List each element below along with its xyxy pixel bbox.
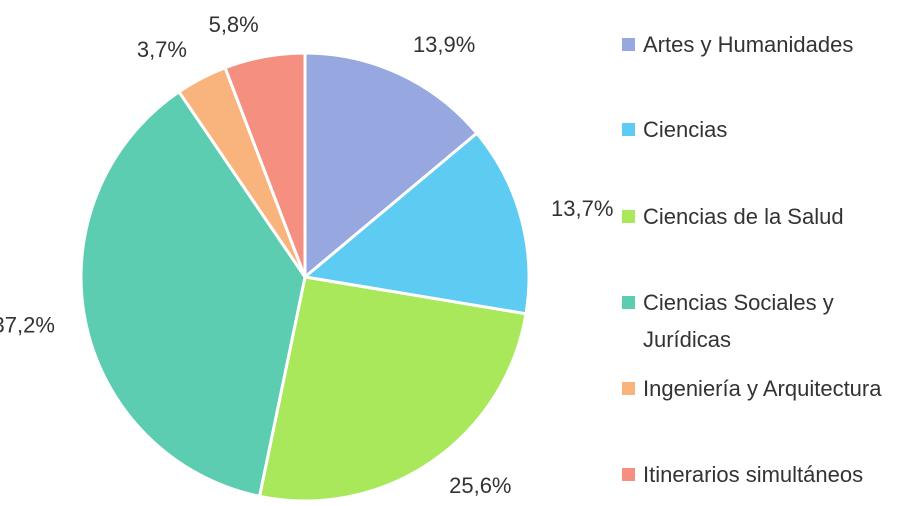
data-label: 25,6% — [449, 473, 511, 498]
pie-slice — [303, 51, 479, 281]
pie-slice — [257, 275, 528, 503]
legend-swatch — [622, 382, 635, 395]
legend-swatch — [622, 296, 635, 309]
data-label: 13,7% — [551, 196, 613, 221]
data-label: 5,8% — [209, 12, 259, 37]
legend-label: Artes y Humanidades — [643, 32, 854, 57]
data-label: 13,9% — [413, 32, 475, 57]
pie-slice — [223, 51, 307, 278]
legend-label: Itinerarios simultáneos — [643, 462, 864, 487]
legend-item: Artes y Humanidades — [622, 26, 921, 63]
legend-swatch — [622, 38, 635, 51]
legend-swatch — [622, 468, 635, 481]
legend-item: Ciencias — [622, 111, 921, 148]
pie-slice — [301, 131, 531, 316]
legend-swatch — [622, 210, 635, 223]
legend-label: Ciencias — [643, 117, 728, 142]
legend-item: Ciencias Sociales y Jurídicas — [622, 284, 921, 358]
pie-slice — [79, 89, 307, 499]
legend-item: Itinerarios simultáneos — [622, 456, 921, 493]
legend-label: Ciencias Sociales y Jurídicas — [643, 290, 834, 352]
legend-label: Ingeniería y Arquitectura — [643, 376, 882, 401]
legend-swatch — [622, 123, 635, 136]
legend-item: Ciencias de la Salud — [622, 198, 921, 235]
legend-label: Ciencias de la Salud — [643, 204, 844, 229]
legend-item: Ingeniería y Arquitectura — [622, 370, 921, 407]
data-label: 37,2% — [0, 313, 55, 338]
data-label: 3,7% — [137, 37, 187, 62]
